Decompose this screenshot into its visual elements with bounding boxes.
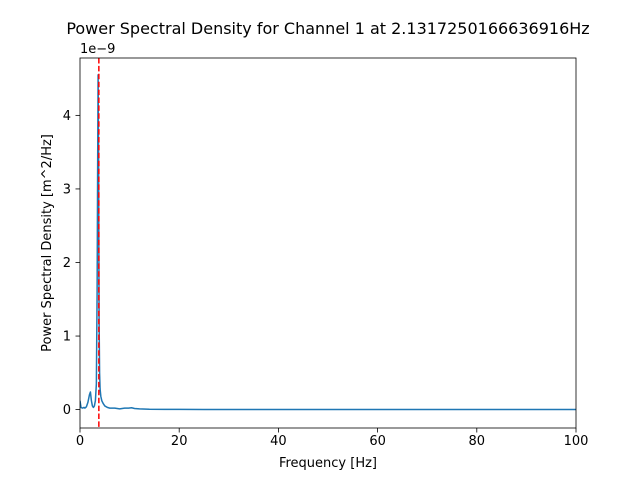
- x-tick-label-20: 20: [171, 434, 188, 449]
- y-tick-label-0: 0: [63, 403, 71, 418]
- x-tick-label-100: 100: [564, 434, 589, 449]
- y-tick-label-4: 4: [63, 109, 71, 124]
- x-tick-label-60: 60: [369, 434, 386, 449]
- y-tick-label-3: 3: [63, 182, 71, 197]
- series-line-1: [80, 74, 576, 411]
- x-tick-label-80: 80: [469, 434, 486, 449]
- chart-title: Power Spectral Density for Channel 1 at …: [66, 19, 589, 38]
- y-offset-label: 1e−9: [80, 42, 115, 57]
- axes-frame: [79, 57, 577, 429]
- y-tick-label-2: 2: [63, 256, 71, 271]
- x-axis-label: Frequency [Hz]: [279, 456, 377, 471]
- plot-area: 0 20 40 60 80 100 0 1 2 3 4: [63, 57, 589, 449]
- x-tick-label-0: 0: [76, 434, 84, 449]
- y-tick-label-1: 1: [63, 330, 71, 345]
- x-tick-label-40: 40: [270, 434, 287, 449]
- y-axis-label: Power Spectral Density [m^2/Hz]: [40, 134, 55, 352]
